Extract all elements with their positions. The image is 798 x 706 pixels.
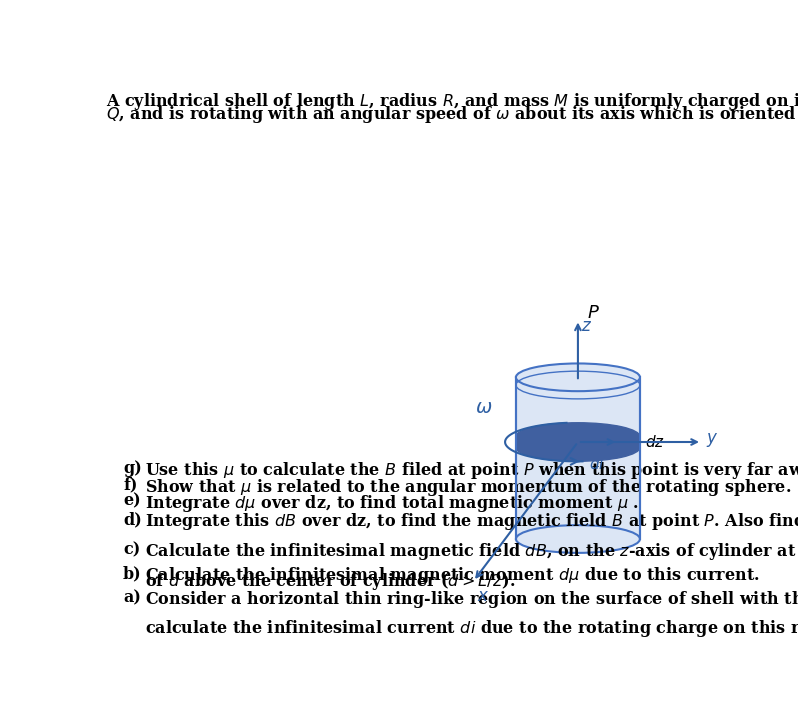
Text: $P$: $P$ bbox=[587, 304, 600, 322]
Text: Integrate $d\mu$ over dz, to find total magnetic moment $\mu$ .: Integrate $d\mu$ over dz, to find total … bbox=[144, 493, 639, 514]
Text: g): g) bbox=[123, 460, 142, 477]
Text: Calculate the infinitesimal magnetic field $dB$, on the $z$-axis of cylinder at : Calculate the infinitesimal magnetic fie… bbox=[144, 542, 798, 592]
Text: $Q$, and is rotating with an angular speed of $\omega$ about its axis which is o: $Q$, and is rotating with an angular spe… bbox=[106, 104, 798, 125]
Text: Calculate the infinitesimal magnetic moment $d\mu$ due to this current.: Calculate the infinitesimal magnetic mom… bbox=[144, 566, 760, 586]
Text: a): a) bbox=[123, 589, 141, 606]
Text: Use this $\mu$ to calculate the $B$ filed at point $P$ when this point is very f: Use this $\mu$ to calculate the $B$ file… bbox=[144, 460, 798, 481]
Text: A cylindrical shell of length $L$, radius $R$, and mass $M$ is uniformly charged: A cylindrical shell of length $L$, radiu… bbox=[106, 91, 798, 112]
Text: $di$: $di$ bbox=[589, 456, 605, 472]
Ellipse shape bbox=[516, 364, 640, 391]
Text: d): d) bbox=[123, 511, 142, 528]
Polygon shape bbox=[516, 377, 640, 539]
Ellipse shape bbox=[516, 423, 640, 450]
Text: c): c) bbox=[123, 542, 140, 558]
Text: b): b) bbox=[123, 566, 141, 582]
Ellipse shape bbox=[516, 433, 640, 461]
Text: Show that $\mu$ is related to the angular momentum of the rotating sphere. Show : Show that $\mu$ is related to the angula… bbox=[144, 477, 798, 498]
Text: $x$: $x$ bbox=[477, 587, 490, 604]
Text: f): f) bbox=[123, 477, 137, 493]
Text: $\omega$: $\omega$ bbox=[475, 399, 492, 417]
Text: Integrate this $dB$ over dz, to find the magnetic field $B$ at point $P$. Also f: Integrate this $dB$ over dz, to find the… bbox=[144, 511, 798, 532]
Text: Consider a horizontal thin ring-like region on the surface of shell with thickne: Consider a horizontal thin ring-like reg… bbox=[144, 589, 798, 640]
Text: $z$: $z$ bbox=[581, 318, 592, 335]
Text: $dz$: $dz$ bbox=[645, 434, 665, 450]
Polygon shape bbox=[516, 436, 640, 448]
Ellipse shape bbox=[516, 525, 640, 553]
Text: e): e) bbox=[123, 493, 140, 510]
Text: $y$: $y$ bbox=[705, 431, 718, 449]
